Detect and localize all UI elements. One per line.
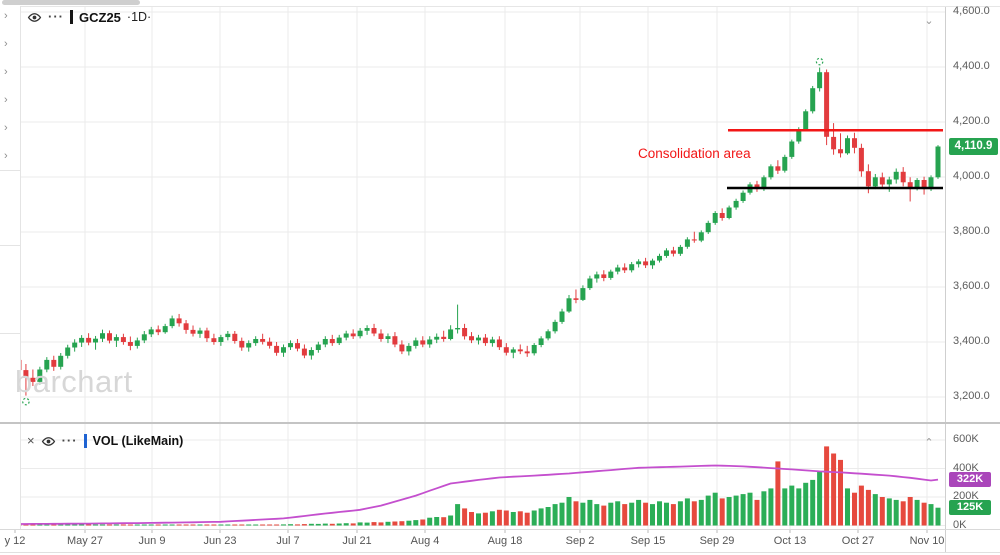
toolbar-separator bbox=[0, 170, 20, 171]
price-axis-label: 4,400.0 bbox=[953, 60, 990, 72]
price-axis-label: 4,200.0 bbox=[953, 115, 990, 127]
last-price-badge: 4,110.9 bbox=[949, 138, 998, 155]
volume-pane-collapse-chevron[interactable]: ⌃ bbox=[924, 437, 934, 449]
expand-panel-chevron[interactable]: › bbox=[4, 38, 8, 50]
horizontal-scrollbar-thumb[interactable] bbox=[2, 0, 140, 5]
time-axis-label: y 12 bbox=[4, 535, 26, 547]
expand-panel-chevron[interactable]: › bbox=[4, 66, 8, 78]
price-axis-label: 3,400.0 bbox=[953, 335, 990, 347]
last-volume-badge: 125K bbox=[949, 500, 991, 516]
expand-panel-chevron[interactable]: › bbox=[4, 150, 8, 162]
volume-header: × ··· VOL (LikeMain) bbox=[27, 433, 183, 449]
expand-panel-chevron[interactable]: › bbox=[4, 10, 8, 22]
toolbar-separator bbox=[0, 245, 20, 246]
volume-visibility-eye-icon[interactable] bbox=[41, 436, 56, 447]
time-axis-label: May 27 bbox=[66, 535, 104, 547]
volume-axis-label: 400K bbox=[953, 461, 979, 474]
chart-top-border bbox=[0, 6, 1000, 7]
volume-study-title: VOL (LikeMain) bbox=[92, 434, 184, 448]
consolidation-area-annotation[interactable]: Consolidation area bbox=[638, 146, 751, 161]
time-axis-label: Sep 2 bbox=[565, 535, 595, 547]
symbol-label: GCZ25 bbox=[79, 9, 121, 25]
volume-axis-label: 600K bbox=[953, 433, 979, 445]
time-axis-label: Jul 7 bbox=[276, 535, 300, 547]
time-axis-label: Jun 9 bbox=[138, 535, 166, 547]
price-axis-label: 3,800.0 bbox=[953, 225, 990, 237]
volume-ma-badge: 322K bbox=[949, 472, 991, 488]
time-axis-label: Sep 15 bbox=[630, 535, 666, 547]
volume-axis-label: 200K bbox=[953, 490, 979, 502]
price-pane-collapse-chevron[interactable]: ⌄ bbox=[924, 15, 934, 27]
left-toolbar: › › › › › › bbox=[0, 6, 21, 529]
expand-panel-chevron[interactable]: › bbox=[4, 94, 8, 106]
time-axis-label: Jul 21 bbox=[342, 535, 372, 547]
price-axis-label: 4,600.0 bbox=[953, 5, 990, 17]
pane-separator[interactable] bbox=[0, 422, 1000, 424]
price-axis-label: 4,000.0 bbox=[953, 170, 990, 182]
more-options-icon[interactable]: ··· bbox=[48, 9, 64, 24]
timeframe-label: ·1D· bbox=[126, 10, 152, 24]
expand-panel-chevron[interactable]: › bbox=[4, 122, 8, 134]
visibility-eye-icon[interactable] bbox=[27, 12, 42, 23]
series-header: ··· GCZ25 ·1D· bbox=[27, 9, 151, 25]
toolbar-separator bbox=[0, 333, 20, 334]
bottom-border bbox=[0, 552, 1000, 553]
volume-series-color-bar bbox=[83, 434, 87, 448]
volume-axis-label: 0K bbox=[953, 518, 967, 531]
time-axis-label: Jun 23 bbox=[203, 535, 237, 547]
time-axis-separator bbox=[0, 529, 1000, 530]
time-axis-label: Sep 29 bbox=[699, 535, 735, 547]
time-axis-label: Aug 4 bbox=[410, 535, 440, 547]
time-axis-label: Oct 13 bbox=[773, 535, 807, 547]
time-axis-label: Nov 10 bbox=[909, 535, 945, 547]
barchart-watermark: barchart bbox=[15, 364, 133, 399]
price-axis-label: 3,600.0 bbox=[953, 280, 990, 292]
close-icon[interactable]: × bbox=[27, 433, 35, 448]
series-color-bar bbox=[70, 10, 73, 24]
time-axis-label: Oct 27 bbox=[841, 535, 875, 547]
volume-more-options-icon[interactable]: ··· bbox=[61, 433, 78, 448]
time-axis-label: Aug 18 bbox=[487, 535, 523, 547]
price-axis-label: 3,200.0 bbox=[953, 390, 990, 402]
